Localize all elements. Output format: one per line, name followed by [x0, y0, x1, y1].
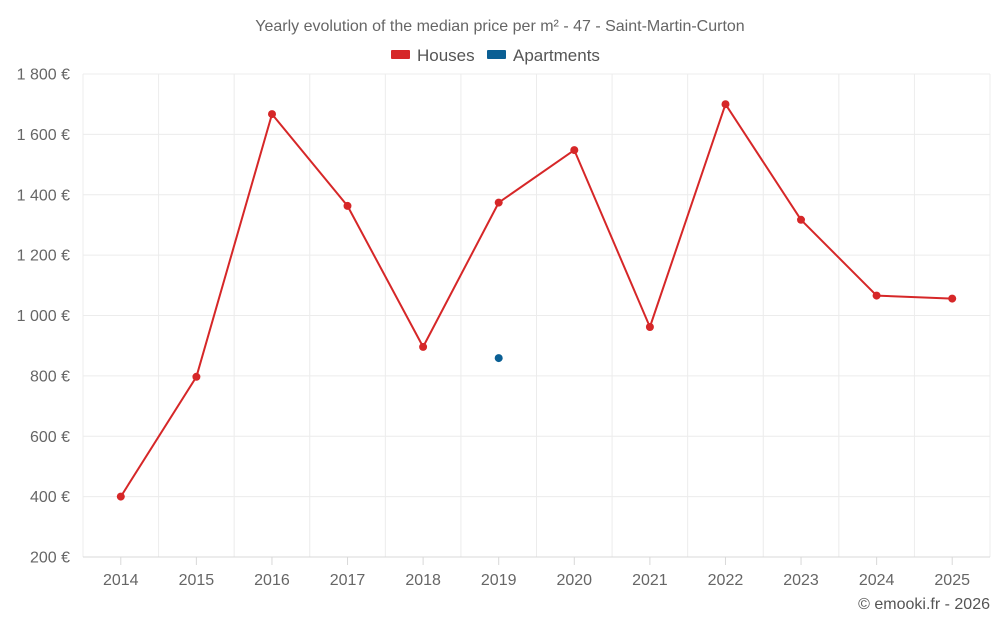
data-point-houses[interactable]	[570, 146, 579, 155]
legend-item-houses[interactable]: Houses	[391, 46, 475, 65]
y-tick-label: 400 €	[30, 489, 70, 506]
data-point-houses[interactable]	[192, 372, 201, 381]
y-tick-label: 1 400 €	[17, 187, 70, 204]
y-tick-label: 1 600 €	[17, 127, 70, 144]
data-point-houses[interactable]	[419, 342, 428, 351]
y-tick-label: 600 €	[30, 429, 70, 446]
x-tick-label: 2022	[708, 572, 744, 589]
legend-swatch-apartments	[487, 50, 506, 59]
y-tick-label: 200 €	[30, 550, 70, 567]
grid	[82, 73, 991, 557]
credit: © emooki.fr - 2026	[858, 596, 990, 613]
data-point-houses[interactable]	[645, 323, 654, 331]
y-tick-label: 1 800 €	[17, 67, 70, 84]
x-tick-label: 2023	[783, 572, 819, 589]
axes: 200 € 400 € 600 € 800 € 1 000 € 1 200 € 1 400 …	[17, 67, 990, 589]
series	[116, 100, 957, 501]
data-point-houses[interactable]	[797, 215, 805, 224]
x-tick-label: 2020	[556, 572, 592, 589]
x-tick-label: 2015	[179, 572, 215, 589]
x-tick-label: 2024	[859, 572, 895, 589]
legend: Houses Apartments	[391, 46, 600, 65]
legend-label-apartments: Apartments	[513, 46, 600, 65]
chart-title: Yearly evolution of the median price per…	[255, 18, 744, 35]
x-tick-label: 2016	[254, 572, 290, 589]
data-point-houses[interactable]	[343, 201, 352, 210]
legend-item-apartments[interactable]: Apartments	[487, 46, 600, 65]
x-tick-label: 2017	[330, 572, 366, 589]
x-tick-label: 2025	[934, 572, 970, 589]
data-point-houses[interactable]	[494, 198, 503, 207]
data-point-houses[interactable]	[872, 291, 881, 300]
x-tick-label: 2019	[481, 572, 517, 589]
data-point-houses[interactable]	[948, 294, 957, 303]
data-point-houses[interactable]	[721, 100, 730, 109]
data-point-houses[interactable]	[268, 110, 276, 119]
x-tick-label: 2021	[632, 572, 668, 589]
data-point-houses[interactable]	[116, 492, 125, 501]
y-tick-label: 800 €	[30, 368, 70, 385]
series-line-houses	[119, 103, 953, 498]
y-tick-label: 1 200 €	[17, 248, 70, 265]
y-tick-label: 1 000 €	[17, 308, 70, 325]
x-tick-label: 2018	[405, 572, 441, 589]
x-tick-label: 2014	[103, 572, 139, 589]
legend-swatch-houses	[391, 50, 410, 59]
legend-label-houses: Houses	[417, 46, 475, 65]
data-point-apartments[interactable]	[494, 354, 503, 363]
